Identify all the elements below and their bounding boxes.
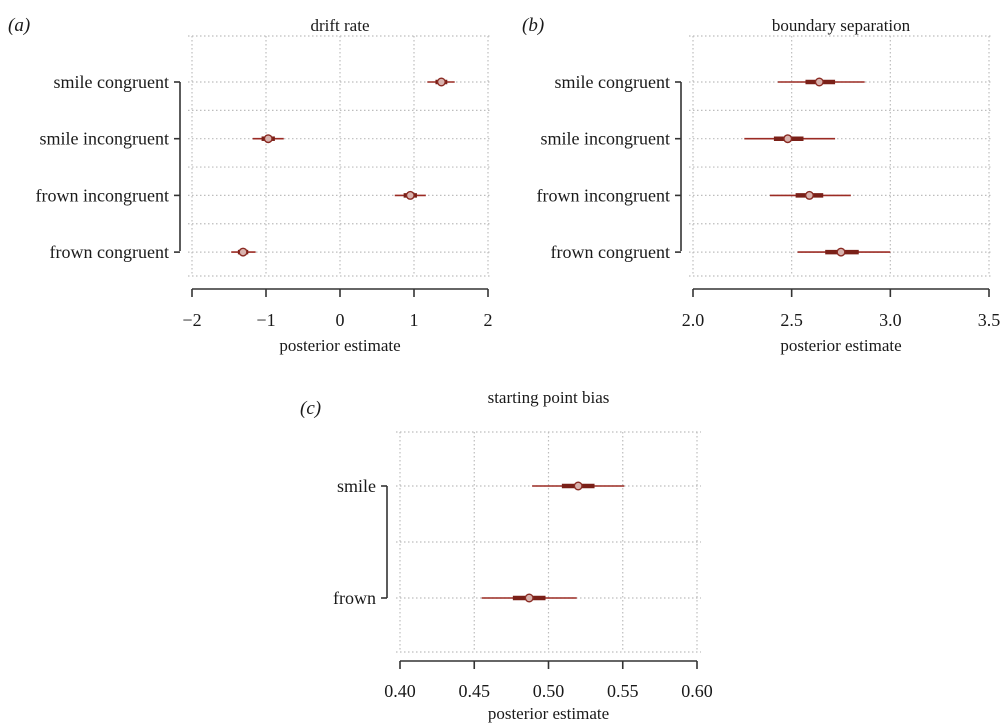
panel-b: boundary separation (b) smile congruent smi… bbox=[522, 15, 1000, 355]
x-tick-label: 3.5 bbox=[978, 310, 1001, 330]
point-estimate bbox=[436, 77, 446, 87]
point-estimate bbox=[783, 134, 793, 144]
panel-c: starting point bias (c) smile frown 0.40 0.45… bbox=[300, 388, 713, 723]
y-tick-label: smile congruent bbox=[555, 72, 670, 92]
y-tick-label: smile congruent bbox=[54, 72, 169, 92]
y-tick-label: smile incongruent bbox=[40, 129, 169, 149]
y-tick-label: smile incongruent bbox=[541, 129, 670, 149]
x-tick-label: −2 bbox=[182, 310, 201, 330]
x-tick-label: 0.40 bbox=[384, 681, 416, 701]
x-tick-label: 0.55 bbox=[607, 681, 639, 701]
x-tick-label: 0.50 bbox=[533, 681, 565, 701]
y-tick-label: frown congruent bbox=[551, 242, 670, 262]
point-estimate bbox=[405, 190, 415, 200]
x-tick-label: −1 bbox=[256, 310, 275, 330]
x-tick-label: 0 bbox=[336, 310, 345, 330]
y-tick-label: frown bbox=[333, 588, 376, 608]
chart-title: starting point bias bbox=[488, 388, 610, 407]
point-estimate bbox=[804, 190, 814, 200]
panel-a: drift rate (a) smile congruent smile incong… bbox=[8, 15, 493, 355]
x-tick-label: 0.45 bbox=[459, 681, 491, 701]
x-tick-label: 2 bbox=[484, 310, 493, 330]
panel-label: (b) bbox=[522, 15, 544, 36]
point-estimate bbox=[814, 77, 824, 87]
y-tick-label: frown congruent bbox=[50, 242, 169, 262]
x-axis-label: posterior estimate bbox=[279, 336, 400, 355]
x-tick-label: 2.0 bbox=[682, 310, 705, 330]
panel-label: (c) bbox=[300, 398, 321, 419]
point-estimate bbox=[573, 481, 583, 491]
y-tick-label: frown incongruent bbox=[537, 185, 670, 205]
point-estimate bbox=[836, 247, 846, 257]
x-tick-label: 3.0 bbox=[879, 310, 902, 330]
chart-title: boundary separation bbox=[772, 16, 911, 35]
panel-label: (a) bbox=[8, 15, 30, 36]
x-tick-label: 1 bbox=[410, 310, 419, 330]
point-estimate bbox=[263, 134, 273, 144]
x-tick-label: 2.5 bbox=[780, 310, 803, 330]
y-tick-label: frown incongruent bbox=[36, 185, 169, 205]
chart-title: drift rate bbox=[311, 16, 370, 35]
point-estimate bbox=[238, 247, 248, 257]
y-tick-label: smile bbox=[337, 476, 376, 496]
x-tick-label: 0.60 bbox=[681, 681, 713, 701]
point-estimate bbox=[524, 593, 534, 603]
x-axis-label: posterior estimate bbox=[488, 704, 609, 723]
x-axis-label: posterior estimate bbox=[780, 336, 901, 355]
